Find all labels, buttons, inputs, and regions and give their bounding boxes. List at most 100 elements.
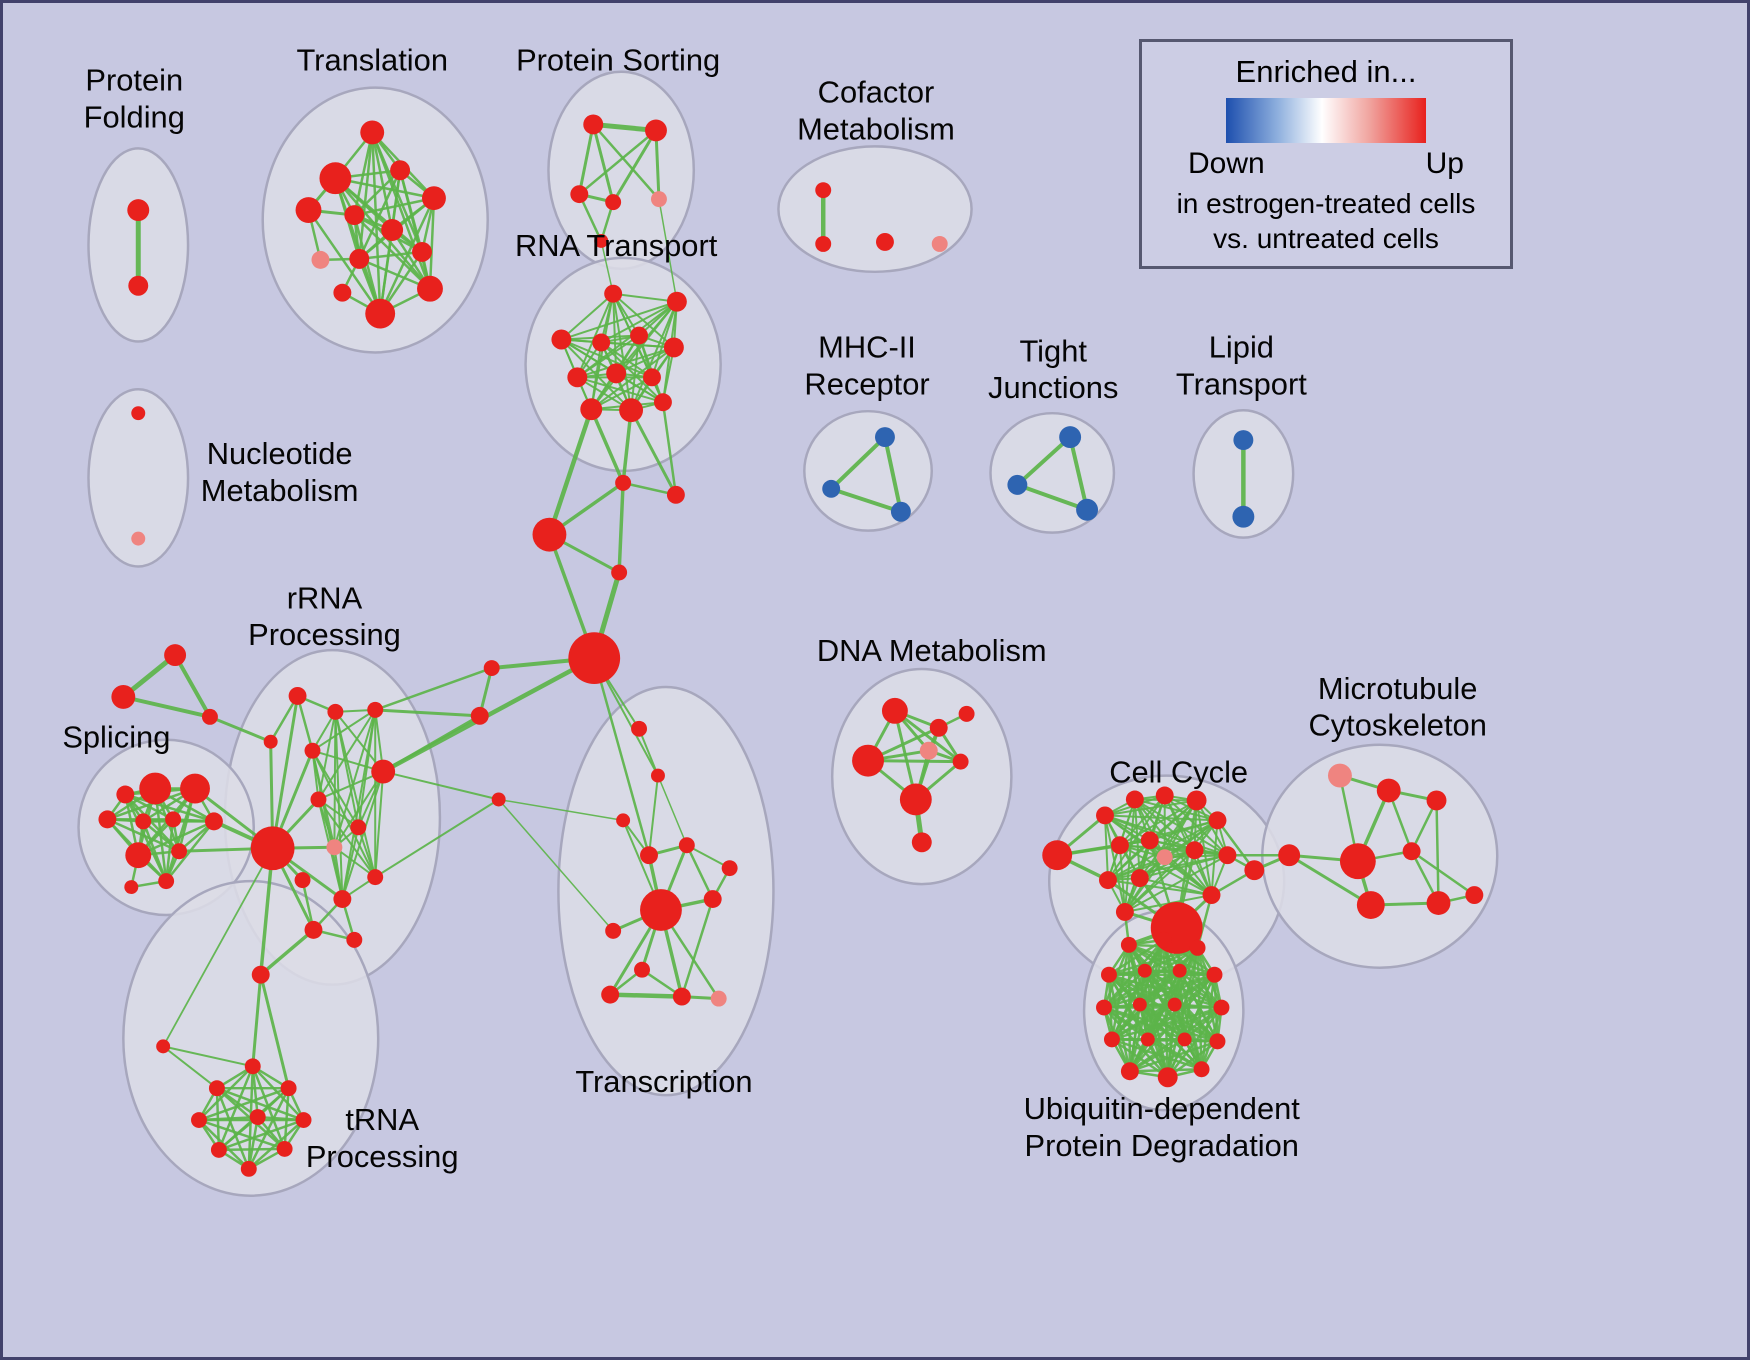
- network-node[interactable]: [288, 686, 307, 705]
- network-node[interactable]: [250, 826, 295, 871]
- network-node[interactable]: [276, 1140, 293, 1157]
- network-node[interactable]: [1120, 936, 1137, 953]
- network-node[interactable]: [1402, 842, 1421, 861]
- network-node[interactable]: [630, 326, 649, 345]
- network-node[interactable]: [326, 839, 343, 856]
- network-node[interactable]: [165, 811, 182, 828]
- network-node[interactable]: [666, 291, 687, 312]
- network-node[interactable]: [594, 233, 609, 248]
- network-node[interactable]: [703, 890, 722, 908]
- network-node[interactable]: [1042, 840, 1073, 871]
- network-node[interactable]: [606, 363, 627, 384]
- network-node[interactable]: [1100, 966, 1117, 983]
- network-node[interactable]: [171, 843, 188, 860]
- network-node[interactable]: [139, 772, 172, 805]
- network-node[interactable]: [815, 235, 832, 252]
- network-node[interactable]: [327, 703, 344, 720]
- network-node[interactable]: [601, 985, 620, 1004]
- network-node[interactable]: [1244, 860, 1265, 881]
- network-node[interactable]: [390, 160, 411, 181]
- network-node[interactable]: [890, 501, 911, 522]
- network-node[interactable]: [98, 810, 117, 829]
- network-node[interactable]: [128, 275, 149, 296]
- network-node[interactable]: [881, 697, 908, 724]
- network-node[interactable]: [180, 773, 210, 804]
- network-node[interactable]: [1426, 891, 1451, 915]
- network-node[interactable]: [1076, 498, 1099, 521]
- network-node[interactable]: [360, 120, 385, 145]
- network-node[interactable]: [875, 232, 894, 251]
- network-node[interactable]: [952, 753, 969, 770]
- network-node[interactable]: [1213, 999, 1230, 1016]
- network-node[interactable]: [156, 1039, 171, 1054]
- network-node[interactable]: [911, 832, 932, 853]
- network-node[interactable]: [1132, 997, 1147, 1012]
- network-node[interactable]: [251, 965, 270, 984]
- network-node[interactable]: [295, 1112, 312, 1129]
- network-node[interactable]: [568, 632, 621, 684]
- network-node[interactable]: [672, 987, 691, 1006]
- network-node[interactable]: [1339, 843, 1376, 880]
- network-node[interactable]: [131, 531, 146, 546]
- network-node[interactable]: [592, 333, 611, 352]
- network-node[interactable]: [135, 813, 152, 830]
- network-node[interactable]: [333, 890, 352, 908]
- network-node[interactable]: [164, 644, 187, 667]
- network-node[interactable]: [158, 873, 175, 890]
- network-node[interactable]: [1278, 844, 1301, 867]
- network-node[interactable]: [605, 194, 622, 211]
- network-node[interactable]: [470, 706, 489, 725]
- network-node[interactable]: [1130, 869, 1149, 888]
- network-node[interactable]: [1125, 790, 1144, 809]
- network-node[interactable]: [1140, 1032, 1155, 1047]
- network-node[interactable]: [124, 880, 139, 895]
- network-node[interactable]: [319, 162, 352, 195]
- network-node[interactable]: [249, 1109, 266, 1126]
- network-node[interactable]: [958, 705, 975, 722]
- network-node[interactable]: [634, 961, 650, 978]
- network-node[interactable]: [822, 479, 841, 498]
- network-node[interactable]: [631, 720, 648, 737]
- network-node[interactable]: [1185, 841, 1204, 860]
- network-node[interactable]: [1096, 999, 1112, 1016]
- network-node[interactable]: [640, 889, 682, 931]
- network-node[interactable]: [346, 931, 363, 948]
- network-node[interactable]: [619, 398, 644, 423]
- network-node[interactable]: [311, 250, 330, 269]
- network-node[interactable]: [1202, 886, 1221, 905]
- network-node[interactable]: [1115, 903, 1134, 921]
- network-node[interactable]: [344, 205, 365, 226]
- network-node[interactable]: [127, 199, 150, 222]
- network-node[interactable]: [645, 119, 667, 142]
- network-node[interactable]: [263, 734, 278, 749]
- network-node[interactable]: [116, 785, 135, 804]
- network-node[interactable]: [210, 1141, 227, 1158]
- network-node[interactable]: [350, 819, 367, 836]
- network-node[interactable]: [367, 701, 384, 718]
- network-node[interactable]: [1120, 1062, 1139, 1081]
- network-node[interactable]: [1103, 1031, 1120, 1048]
- network-node[interactable]: [1155, 931, 1172, 948]
- network-node[interactable]: [929, 718, 948, 737]
- network-node[interactable]: [931, 235, 948, 252]
- network-node[interactable]: [1140, 831, 1159, 850]
- network-node[interactable]: [208, 1080, 225, 1097]
- network-node[interactable]: [1206, 966, 1223, 983]
- network-node[interactable]: [604, 284, 623, 303]
- network-node[interactable]: [1186, 790, 1207, 811]
- network-node[interactable]: [294, 872, 311, 889]
- network-node[interactable]: [1208, 811, 1227, 830]
- network-node[interactable]: [567, 367, 588, 388]
- network-node[interactable]: [1327, 763, 1352, 788]
- network-node[interactable]: [815, 182, 832, 199]
- network-node[interactable]: [111, 684, 136, 709]
- network-node[interactable]: [131, 406, 146, 421]
- network-node[interactable]: [875, 427, 895, 448]
- network-node[interactable]: [643, 368, 661, 387]
- network-node[interactable]: [1177, 1032, 1192, 1047]
- network-node[interactable]: [191, 1112, 207, 1129]
- network-node[interactable]: [650, 191, 667, 208]
- network-node[interactable]: [1465, 886, 1484, 905]
- network-node[interactable]: [1156, 849, 1173, 866]
- network-node[interactable]: [1096, 806, 1114, 825]
